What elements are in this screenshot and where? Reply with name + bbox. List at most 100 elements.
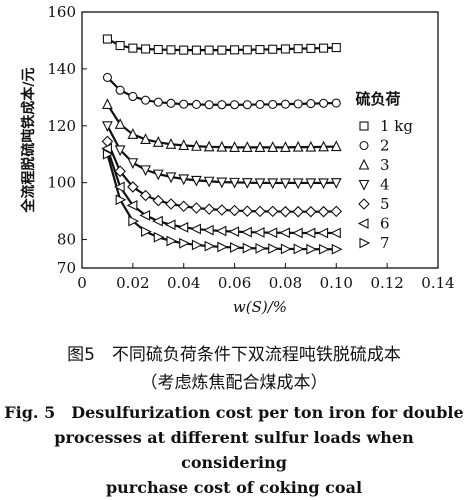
data-point-series-3 xyxy=(267,141,279,152)
y-tick-label: 140 xyxy=(47,60,76,78)
caption-english: Fig. 5 Desulfurization cost per ton iron… xyxy=(0,400,468,500)
data-point-series-6 xyxy=(164,219,176,231)
data-point-series-1 xyxy=(204,45,214,55)
caption-chinese-line-1: 图5 不同硫负荷条件下双流程吨铁脱硫成本 xyxy=(67,345,401,365)
data-point-series-6 xyxy=(279,227,290,239)
data-point-series-6 xyxy=(152,215,163,227)
data-point-series-6 xyxy=(126,200,138,211)
data-point-series-7 xyxy=(319,243,330,255)
data-point-series-2 xyxy=(128,91,138,102)
data-point-series-1 xyxy=(319,43,329,53)
data-point-series-3 xyxy=(318,140,329,152)
caption-english-line-2: processes at different sulfur loads when… xyxy=(54,428,414,472)
x-tick-label: 0.14 xyxy=(421,274,454,292)
data-point-series-5 xyxy=(317,205,330,218)
data-point-series-1 xyxy=(280,44,290,54)
series-line-5 xyxy=(106,140,337,213)
legend-label-7: 7 xyxy=(380,234,390,252)
data-point-series-7 xyxy=(204,240,216,252)
data-point-series-2 xyxy=(115,85,125,95)
data-point-series-4 xyxy=(229,177,240,189)
legend-label-6: 6 xyxy=(380,215,390,233)
data-point-series-2 xyxy=(319,98,329,108)
data-point-series-6 xyxy=(177,221,189,233)
data-point-series-4 xyxy=(318,178,329,190)
series-line-6 xyxy=(106,148,337,235)
data-point-series-3 xyxy=(165,138,177,149)
data-point-series-3 xyxy=(241,141,253,152)
data-point-series-7 xyxy=(280,243,292,255)
legend: 硫负荷 1 kg 23 45 67 xyxy=(355,90,413,252)
y-tick-label: 120 xyxy=(47,117,76,135)
data-point-series-3 xyxy=(229,141,240,152)
data-point-series-3 xyxy=(292,140,304,152)
legend-marker-5 xyxy=(358,198,370,210)
data-point-series-5 xyxy=(292,205,304,218)
plot-border xyxy=(81,11,439,269)
data-point-series-6 xyxy=(113,181,125,193)
series-markers xyxy=(101,34,343,255)
data-point-series-4 xyxy=(254,178,266,190)
data-point-series-7 xyxy=(153,231,165,243)
data-point-series-4 xyxy=(241,178,253,189)
data-point-series-4 xyxy=(178,174,190,186)
series-line-4 xyxy=(106,125,337,185)
data-point-series-5 xyxy=(152,194,165,207)
legend-marker-3 xyxy=(358,158,370,170)
data-point-series-5 xyxy=(216,204,228,216)
data-point-series-3 xyxy=(178,139,190,150)
data-point-series-1 xyxy=(230,45,240,55)
data-point-series-2 xyxy=(141,95,151,105)
data-point-series-3 xyxy=(305,140,317,152)
data-point-series-5 xyxy=(165,198,177,210)
data-point-series-7 xyxy=(102,148,114,160)
data-point-series-1 xyxy=(115,41,125,51)
data-point-series-2 xyxy=(204,100,214,110)
data-point-series-6 xyxy=(266,227,278,239)
line-chart: 0 0.02 0.04 0.06 0.08 0.10 0.12 0.14 70 80 100 120… xyxy=(20,3,455,316)
data-point-series-2 xyxy=(255,99,265,109)
data-point-series-6 xyxy=(101,143,112,154)
data-point-series-4 xyxy=(191,175,202,187)
data-point-series-7 xyxy=(115,194,127,206)
data-point-series-4 xyxy=(127,158,139,169)
data-point-series-7 xyxy=(191,239,203,251)
y-tick-label: 160 xyxy=(47,3,76,21)
y-axis-ticks: 70 80 100 120 140 160 xyxy=(47,3,87,277)
data-point-series-4 xyxy=(152,169,164,181)
data-point-series-4 xyxy=(305,178,317,190)
legend-label-4: 4 xyxy=(380,176,390,194)
x-tick-label: 0.08 xyxy=(269,274,302,292)
legend-marker-2 xyxy=(359,140,369,151)
data-point-series-5 xyxy=(228,204,241,217)
data-point-series-6 xyxy=(241,226,252,238)
data-point-series-5 xyxy=(254,205,266,218)
caption-chinese-line-2: （考虑炼焦配合煤成本） xyxy=(140,373,328,393)
data-point-series-4 xyxy=(165,172,177,184)
data-point-series-3 xyxy=(254,141,266,152)
data-point-series-7 xyxy=(293,243,305,255)
data-point-series-1 xyxy=(153,44,163,55)
data-point-series-5 xyxy=(305,205,317,218)
data-point-series-1 xyxy=(102,34,112,44)
plot-frame xyxy=(81,11,439,269)
caption-english-line-1: Fig. 5 Desulfurization cost per ton iron… xyxy=(4,403,464,422)
data-point-series-6 xyxy=(253,227,265,238)
y-tick-label: 100 xyxy=(47,174,76,192)
data-point-series-2 xyxy=(280,99,290,109)
data-point-series-1 xyxy=(268,44,278,54)
x-axis-ticks: 0 0.02 0.04 0.06 0.08 0.10 0.12 0.14 xyxy=(77,263,455,292)
data-point-series-3 xyxy=(330,140,342,152)
data-point-series-6 xyxy=(317,227,329,239)
data-point-series-4 xyxy=(203,176,215,188)
data-point-series-4 xyxy=(114,145,126,157)
legend-title: 硫负荷 xyxy=(355,90,400,108)
data-point-series-4 xyxy=(216,177,228,189)
data-point-series-2 xyxy=(306,99,316,109)
data-point-series-4 xyxy=(292,178,304,190)
data-point-series-1 xyxy=(255,44,265,55)
data-point-series-7 xyxy=(306,243,318,255)
y-tick-label: 80 xyxy=(57,231,76,249)
data-point-series-5 xyxy=(190,202,203,214)
data-point-series-2 xyxy=(153,97,163,107)
